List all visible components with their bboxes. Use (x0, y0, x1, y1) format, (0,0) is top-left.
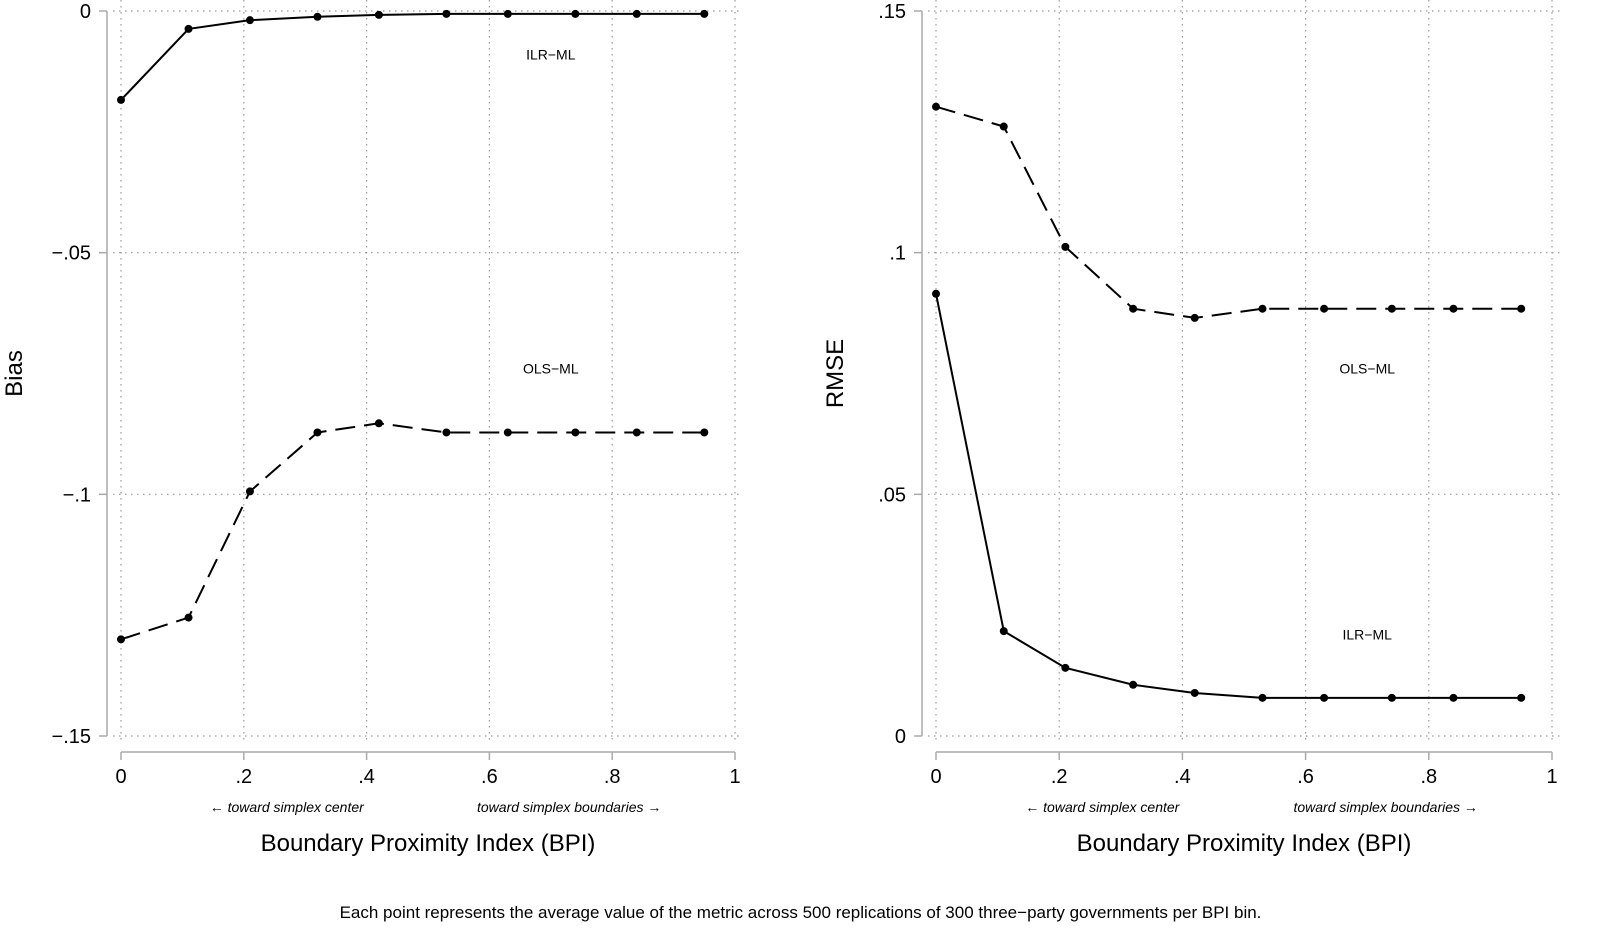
data-point-ols-ml (313, 428, 322, 437)
x-axis-title: Boundary Proximity Index (BPI) (261, 830, 596, 857)
y-tick-label: .05 (878, 484, 906, 506)
y-tick-label: .15 (878, 1, 906, 23)
data-point-ilr-ml (184, 24, 193, 33)
data-point-ols-ml (999, 122, 1008, 131)
y-tick-label: 0 (80, 1, 91, 23)
x-tick-label: .8 (1420, 766, 1437, 788)
data-point-ols-ml (1190, 313, 1199, 322)
data-point-ilr-ml (313, 12, 322, 21)
data-point-ilr-ml (1387, 693, 1396, 702)
y-tick-label: −.05 (52, 243, 91, 265)
series-line-ilr-ml (120, 12, 705, 101)
data-point-ilr-ml (1190, 688, 1199, 697)
y-tick-label: 0 (895, 726, 906, 748)
x-tick-label: .4 (1174, 766, 1191, 788)
series-label-ols-ml: OLS−ML (1339, 361, 1395, 377)
x-axis-title: Boundary Proximity Index (BPI) (1077, 830, 1412, 857)
data-point-ols-ml (1449, 304, 1458, 313)
series-line-ols-ml (935, 105, 1522, 319)
data-point-ols-ml (571, 428, 580, 437)
x-tick-label: 0 (115, 766, 126, 788)
data-point-ols-ml (1320, 304, 1329, 313)
y-tick-label: −.1 (63, 484, 91, 506)
data-point-ilr-ml (503, 9, 512, 18)
data-point-ols-ml (503, 428, 512, 437)
data-point-ols-ml (245, 487, 254, 496)
x-tick-label: .6 (481, 766, 498, 788)
data-point-ols-ml (184, 613, 193, 622)
series-line-ols-ml (120, 422, 705, 641)
x-tick-label: .2 (235, 766, 252, 788)
x-tick-label: .6 (1297, 766, 1314, 788)
data-point-ilr-ml (1061, 663, 1070, 672)
data-point-ilr-ml (1258, 693, 1267, 702)
data-point-ols-ml (442, 428, 451, 437)
x-tick-label: .8 (604, 766, 621, 788)
data-point-ilr-ml (117, 95, 125, 104)
y-tick-label: −.15 (52, 726, 91, 748)
data-point-ilr-ml (999, 627, 1008, 636)
chart-panel-1: 0 −.05 −.1 −.15 0 .2 .4 .6 .8 1 ← toward simplex c… (1, 0, 743, 857)
data-point-ilr-ml (632, 9, 641, 18)
series-label-ols-ml: OLS−ML (523, 361, 579, 377)
annotation-toward-center: ← toward simplex center (210, 799, 365, 815)
data-point-ilr-ml (571, 9, 580, 18)
data-point-ols-ml (1387, 304, 1396, 313)
data-point-ilr-ml (442, 9, 451, 18)
series-label-ilr-ml: ILR−ML (526, 46, 576, 62)
x-tick-label: 0 (930, 766, 941, 788)
data-point-ilr-ml (932, 289, 940, 298)
data-point-ilr-ml (1449, 693, 1458, 702)
chart-panel-2: .15 .1 .05 0 0 .2 .4 .6 .8 1 ← toward simplex cent… (822, 0, 1560, 857)
data-point-ilr-ml (374, 10, 383, 19)
data-point-ilr-ml (1517, 693, 1526, 702)
data-point-ols-ml (117, 635, 125, 644)
data-point-ols-ml (1258, 304, 1267, 313)
series-label-ilr-ml: ILR−ML (1342, 626, 1392, 642)
x-tick-label: 1 (1546, 766, 1557, 788)
y-axis-title: RMSE (822, 339, 849, 408)
annotation-toward-boundaries: toward simplex boundaries → (477, 799, 661, 815)
data-point-ols-ml (1061, 242, 1070, 251)
data-point-ols-ml (374, 419, 383, 428)
data-point-ols-ml (1517, 304, 1526, 313)
data-point-ilr-ml (1129, 680, 1138, 689)
annotation-toward-center: ← toward simplex center (1025, 799, 1180, 815)
y-axis-title: Bias (1, 350, 28, 397)
data-point-ols-ml (700, 428, 709, 437)
annotation-toward-boundaries: toward simplex boundaries → (1293, 799, 1477, 815)
x-tick-label: .4 (358, 766, 375, 788)
series-line-ilr-ml (935, 293, 1522, 699)
x-tick-label: 1 (729, 766, 740, 788)
data-point-ilr-ml (1320, 693, 1329, 702)
data-point-ols-ml (632, 428, 641, 437)
data-point-ols-ml (1129, 304, 1138, 313)
y-tick-label: .1 (889, 243, 906, 265)
x-tick-label: .2 (1051, 766, 1068, 788)
data-point-ols-ml (932, 102, 940, 111)
data-point-ilr-ml (245, 16, 254, 25)
data-point-ilr-ml (700, 9, 709, 18)
figure-caption: Each point represents the average value … (339, 903, 1262, 922)
